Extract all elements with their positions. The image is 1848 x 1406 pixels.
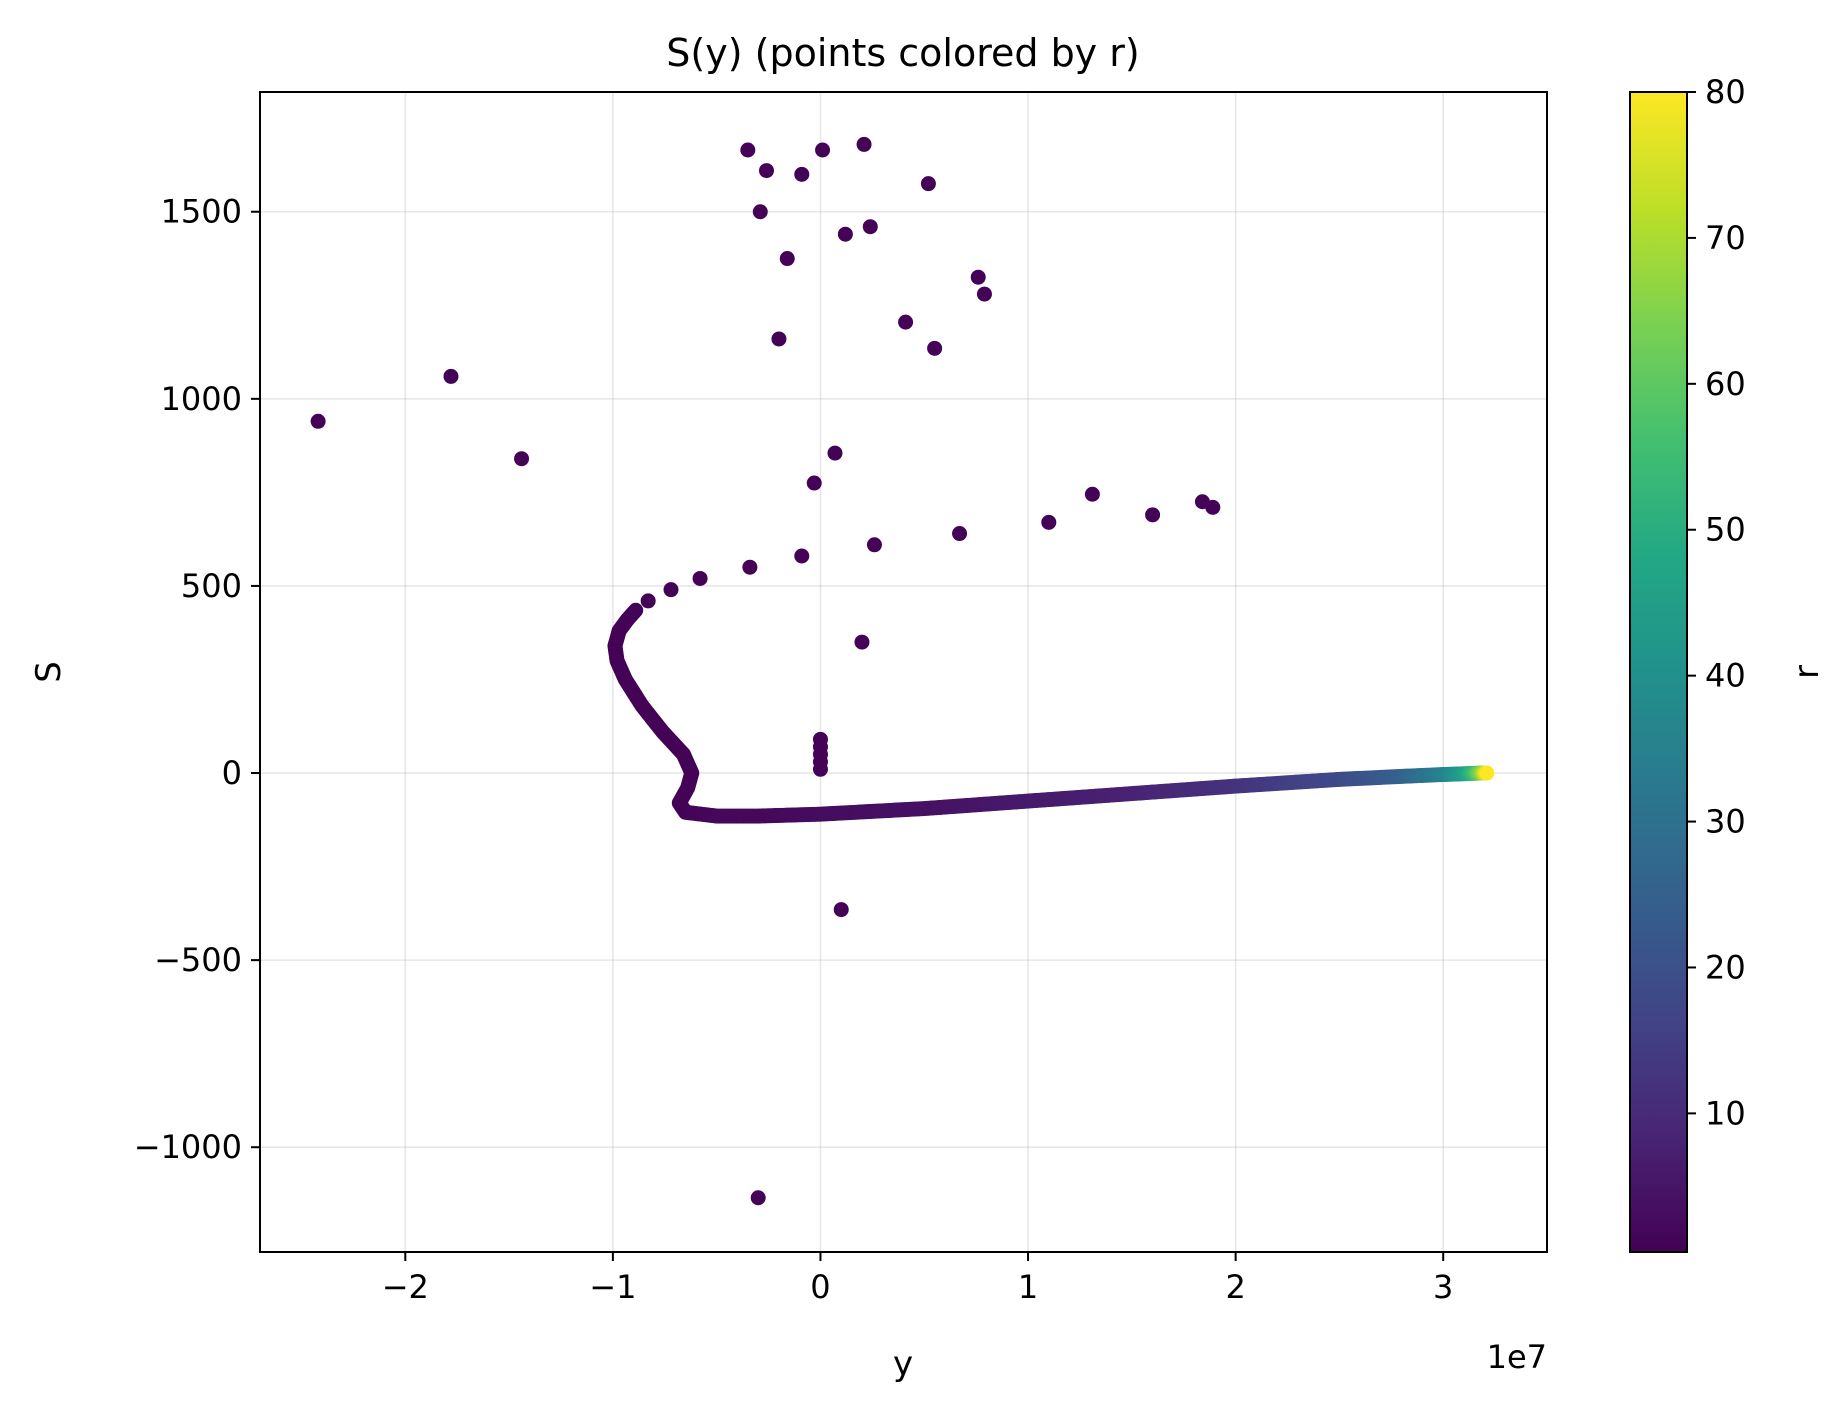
- x-axis-offset-text: 1e7: [1487, 1338, 1547, 1376]
- y-tick-label: 0: [222, 754, 242, 792]
- x-tick-label: 3: [1433, 1268, 1453, 1306]
- scatter-point: [827, 445, 843, 461]
- scatter-point: [970, 269, 986, 285]
- colorbar-ticks: 10 20 30 40 50 60 70 80: [1687, 73, 1746, 1132]
- x-tick-label: 1: [1018, 1268, 1038, 1306]
- colorbar-tick-label: 50: [1705, 511, 1746, 549]
- scatter-point: [1084, 486, 1100, 502]
- scatter-point: [920, 176, 936, 192]
- scatter-point: [1041, 514, 1057, 530]
- scatter-point: [927, 340, 943, 356]
- scatter-point: [1145, 507, 1161, 523]
- scatter-point: [740, 142, 756, 158]
- x-axis-label: y: [893, 1344, 913, 1384]
- scatter-point: [514, 451, 530, 467]
- scatter-point: [866, 537, 882, 553]
- scatter-point: [779, 251, 795, 267]
- scatter-point: [310, 413, 326, 429]
- colorbar-tick-label: 30: [1705, 803, 1746, 841]
- scatter-point: [443, 368, 459, 384]
- x-axis-ticks: −2 −1 0 1 2 3: [382, 1252, 1453, 1306]
- scatter-point: [794, 166, 810, 182]
- scatter-point: [976, 286, 992, 302]
- colorbar-tick-label: 60: [1705, 365, 1746, 403]
- curve-point: [1479, 765, 1495, 781]
- scatter-point: [815, 142, 831, 158]
- data-points: [310, 136, 1495, 1206]
- x-tick-label: 0: [810, 1268, 830, 1306]
- scatter-point: [663, 582, 679, 598]
- scatter-point: [806, 475, 822, 491]
- colorbar-tick-label: 70: [1705, 219, 1746, 257]
- scatter-point: [758, 163, 774, 179]
- scatter-point: [854, 634, 870, 650]
- scatter-point: [898, 314, 914, 330]
- y-tick-label: −500: [154, 941, 242, 979]
- scatter-point: [1205, 499, 1221, 515]
- plot-frame: [259, 91, 1548, 1253]
- y-tick-label: −1000: [134, 1128, 242, 1166]
- colorbar: [1629, 91, 1688, 1253]
- scatter-point: [752, 204, 768, 220]
- grid: [260, 92, 1547, 1252]
- scatter-point: [794, 548, 810, 564]
- x-tick-label: 2: [1225, 1268, 1245, 1306]
- colorbar-tick-label: 80: [1705, 73, 1746, 111]
- scatter-point: [837, 226, 853, 242]
- y-axis-ticks: −1000 −500 0 500 1000 1500: [134, 193, 260, 1166]
- colorbar-tick-label: 40: [1705, 657, 1746, 695]
- y-tick-label: 500: [181, 567, 242, 605]
- scatter-point: [952, 526, 968, 542]
- scatter-point: [692, 570, 708, 586]
- scatter-point: [812, 761, 828, 777]
- y-tick-label: 1000: [161, 380, 242, 418]
- scatter-point: [750, 1190, 766, 1206]
- y-axis-label: S: [29, 661, 69, 683]
- scatter-point: [862, 219, 878, 235]
- colorbar-tick-label: 10: [1705, 1094, 1746, 1132]
- x-tick-label: −2: [382, 1268, 429, 1306]
- colorbar-tick-label: 20: [1705, 948, 1746, 986]
- scatter-point: [856, 136, 872, 152]
- scatter-point: [833, 902, 849, 918]
- scatter-point: [771, 331, 787, 347]
- y-tick-label: 1500: [161, 193, 242, 231]
- scatter-point: [640, 593, 656, 609]
- x-tick-label: −1: [589, 1268, 636, 1306]
- scatter-point: [742, 559, 758, 575]
- colorbar-label: r: [1787, 665, 1827, 679]
- chart-title: S(y) (points colored by r): [666, 31, 1139, 75]
